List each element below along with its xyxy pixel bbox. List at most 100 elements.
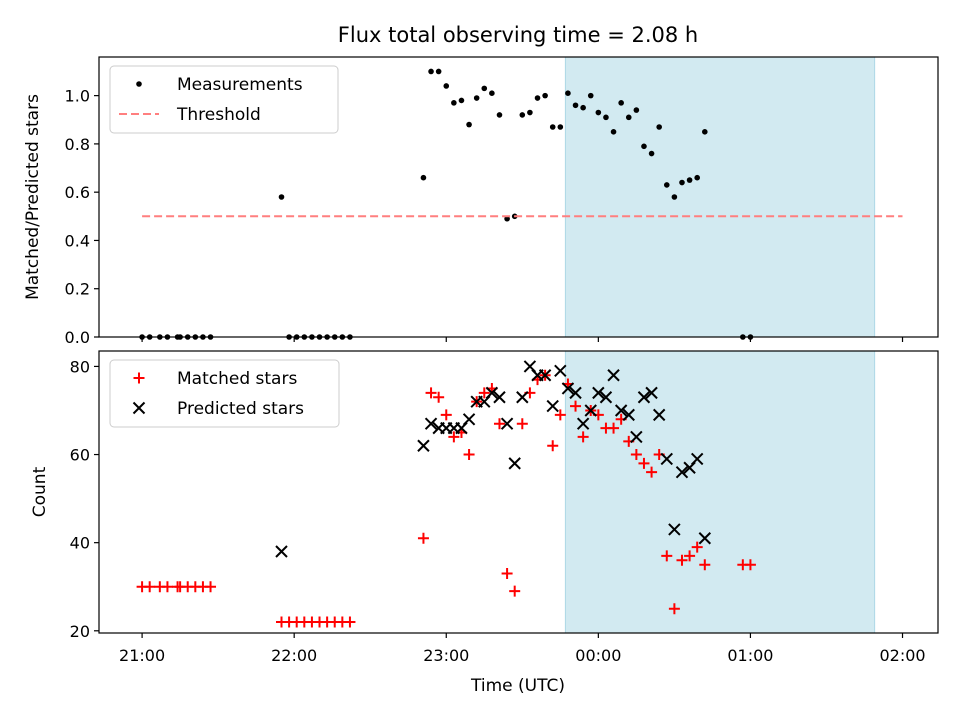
matched-stars-point-19 (344, 616, 356, 628)
predicted-stars-point-20 (561, 382, 575, 395)
predicted-stars-point-7 (462, 413, 476, 426)
predicted-stars-point-29 (630, 430, 643, 444)
predicted-stars-point-31 (645, 386, 658, 400)
matched-stars-point-54 (676, 554, 688, 566)
predicted-stars-point-35 (675, 465, 689, 479)
matched-stars-point-52 (661, 550, 673, 562)
x-tick-label-1: 22:00 (271, 646, 317, 665)
observing-window-1 (564, 350, 876, 634)
predicted-stars-point-19 (554, 364, 567, 378)
measurements-point-41 (580, 104, 586, 111)
y-tick-label-1-3: 80 (70, 357, 90, 376)
measurements-point-47 (625, 114, 632, 121)
legend-label-predicted-stars: Predicted stars (177, 399, 304, 419)
matched-stars-point-45 (608, 422, 620, 434)
predicted-stars-point-27 (614, 404, 628, 417)
predicted-stars-point-25 (599, 391, 613, 404)
matched-stars-point-40 (570, 400, 582, 412)
measurements-point-30 (496, 112, 503, 118)
matched-stars-point-31 (501, 568, 513, 580)
matched-stars-point-55 (684, 550, 696, 562)
matched-stars-point-28 (478, 387, 490, 399)
predicted-stars-point-33 (660, 452, 673, 466)
predicted-stars-point-21 (569, 386, 582, 400)
y-tick-label-1-1: 40 (70, 534, 90, 553)
measurements-point-28 (481, 85, 488, 92)
measurements-point-31 (504, 215, 510, 222)
predicted-stars-point-1 (417, 439, 430, 452)
y-tick-label-0-0: 0.0 (65, 328, 90, 347)
predicted-stars-point-13 (508, 457, 521, 470)
matched-stars-point-21 (425, 387, 437, 399)
matched-stars-point-48 (630, 449, 642, 461)
measurements-point-49 (641, 143, 647, 150)
measurements-point-35 (534, 95, 541, 101)
matched-stars-point-37 (547, 440, 559, 452)
measurements-point-55 (686, 177, 693, 183)
measurements-point-20 (420, 174, 427, 181)
top-panel: 0.0 0.2 0.4 0.6 0.8 1.0 Matched/Predicted star… (23, 56, 939, 347)
x-tick-label-2: 23:00 (423, 646, 469, 665)
measurements-point-50 (648, 150, 655, 157)
measurements-point-36 (542, 92, 548, 99)
measurements-point-52 (663, 182, 670, 188)
measurements-point-56 (694, 174, 700, 181)
predicted-stars-point-26 (607, 369, 620, 382)
predicted-stars-point-0 (275, 545, 288, 558)
predicted-stars-point-10 (485, 386, 499, 400)
predicted-stars-point-37 (690, 452, 704, 466)
x-tick-label-4: 01:00 (727, 646, 773, 665)
legend-label-matched-stars: Matched stars (177, 369, 297, 389)
measurements-point-38 (557, 124, 564, 130)
matched-stars-point-56 (691, 541, 703, 553)
measurements-point-46 (618, 100, 624, 106)
y-tick-label-0-4: 0.8 (65, 135, 90, 154)
matched-stars-point-57 (699, 559, 711, 571)
matched-stars-point-41 (577, 431, 589, 443)
axes-frame-0 (98, 56, 939, 338)
matched-stars-point-23 (440, 409, 452, 421)
matched-stars-point-50 (646, 466, 658, 478)
observing-window-0 (564, 56, 876, 338)
measurements-point-39 (565, 90, 571, 97)
y-tick-label-1-0: 20 (70, 622, 90, 641)
matched-stars-point-33 (516, 418, 528, 430)
measurements-point-43 (595, 109, 602, 116)
measurements-point-42 (587, 92, 594, 99)
y-tick-label-0-2: 0.4 (65, 231, 90, 250)
predicted-stars-point-38 (698, 532, 712, 545)
predicted-stars-point-17 (538, 369, 552, 382)
legend-box-1 (109, 359, 340, 428)
matched-stars-point-53 (668, 603, 680, 615)
matched-stars-point-38 (554, 409, 566, 421)
figure-title: Flux total observing time = 2.08 h (338, 23, 698, 47)
legend-box-0 (109, 65, 339, 134)
legend-handle-matched-stars (133, 372, 145, 384)
y-axis-label-1: Count (30, 466, 50, 517)
predicted-stars-point-28 (622, 408, 635, 422)
x-axis-label: Time (UTC) (470, 676, 565, 696)
measurements-point-10 (278, 194, 285, 200)
measurements-point-21 (428, 68, 434, 75)
axes-frame-1 (98, 350, 939, 634)
y-tick-label-0-1: 0.2 (65, 280, 90, 299)
predicted-stars-point-34 (668, 523, 681, 536)
y-tick-label-1-2: 60 (70, 446, 90, 465)
measurements-point-44 (603, 114, 609, 121)
y-axis-label-0: Matched/Predicted stars (23, 94, 43, 300)
matched-stars-point-22 (433, 391, 445, 403)
legend-label-threshold: Threshold (176, 105, 261, 125)
measurements-point-27 (473, 95, 480, 101)
y-tick-label-0-5: 1.0 (65, 87, 90, 106)
x-tick-label-0: 21:00 (119, 646, 165, 665)
measurements-point-40 (572, 102, 579, 109)
matched-stars-point-49 (638, 457, 650, 469)
predicted-stars-point-22 (576, 417, 590, 430)
matched-stars-point-32 (509, 585, 521, 597)
predicted-stars-point-2 (424, 417, 438, 430)
measurements-point-23 (443, 83, 450, 89)
measurements-point-53 (671, 194, 678, 200)
matched-stars-point-20 (417, 532, 429, 544)
predicted-stars-point-23 (584, 404, 597, 417)
measurements-point-25 (458, 97, 465, 104)
